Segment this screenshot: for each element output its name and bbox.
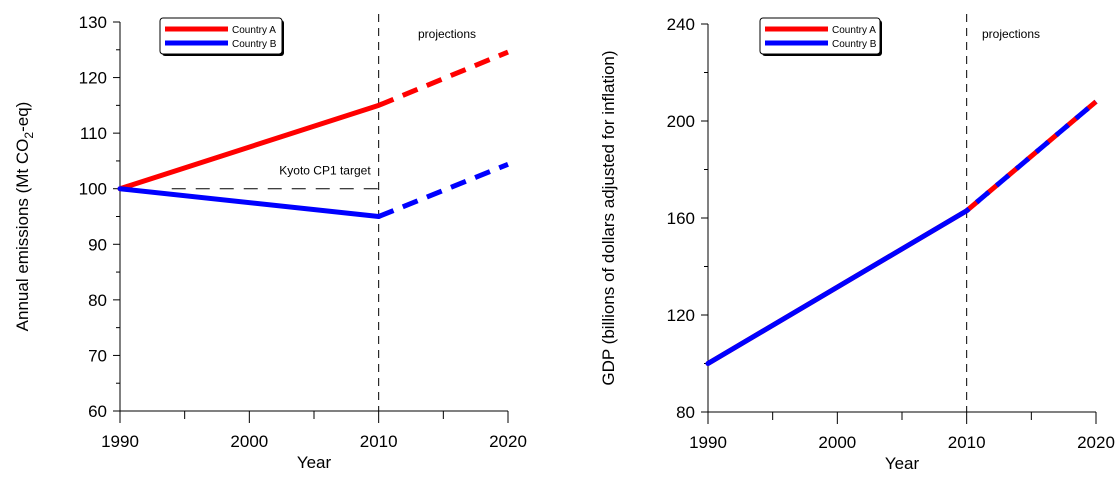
y-tick-label: 80 [676, 403, 695, 422]
y-tick-label: 120 [79, 69, 107, 88]
x-tick-label: 2020 [1077, 433, 1115, 452]
y-tick-label: 100 [79, 180, 107, 199]
series-line-a-projection [377, 49, 509, 108]
x-tick-label: 2010 [948, 433, 986, 452]
series-line-b-projection [377, 161, 509, 219]
y-axis-title-main: GDP (billions of dollars adjusted for in… [599, 50, 618, 385]
projections-label: projections [982, 27, 1040, 41]
series-line-a-historical [117, 102, 382, 192]
y-axis-title: Annual emissions (Mt CO2-eq) [13, 102, 36, 332]
chart-panel-2: 80 120 160 200 240 1990 2000 2010 2020 Year GDP (b… [599, 14, 1115, 473]
x-axis-title: Year [885, 454, 920, 473]
projections-label: projections [418, 27, 476, 41]
target-label: Kyoto CP1 target [279, 164, 371, 178]
x-tick-label: 2020 [489, 432, 527, 451]
y-tick-label: 80 [88, 291, 107, 310]
chart-legend: Country A Country B [159, 17, 284, 56]
legend-label: Country A [832, 25, 876, 36]
legend-label: Country B [232, 39, 277, 50]
y-tick-label: 70 [88, 346, 107, 365]
y-tick-label: 160 [667, 209, 695, 228]
y-axis-title-subscript: 2 [22, 132, 36, 139]
y-axis-title: GDP (billions of dollars adjusted for in… [599, 50, 618, 385]
y-axis-title-main: Annual emissions (Mt CO [13, 139, 32, 332]
x-tick-label: 2010 [360, 432, 398, 451]
y-tick-label: 110 [80, 124, 107, 143]
y-tick-label: 60 [88, 402, 107, 421]
series-line-b-historical [705, 208, 970, 366]
x-tick-label: 1990 [689, 433, 727, 452]
legend-label: Country B [832, 39, 877, 50]
x-axis-title: Year [297, 453, 332, 472]
series-line-b-projection [965, 99, 1098, 213]
y-tick-label: 90 [88, 235, 107, 254]
chart-legend: Country A Country B [759, 17, 882, 56]
x-tick-label: 1990 [101, 432, 139, 451]
x-tick-label: 2000 [818, 433, 856, 452]
x-tick-label: 2000 [230, 432, 268, 451]
y-tick-label: 240 [667, 15, 695, 34]
y-tick-label: 130 [79, 13, 107, 32]
y-tick-label: 200 [667, 112, 695, 131]
series-line-b-historical [117, 186, 382, 219]
y-tick-label: 120 [667, 306, 695, 325]
chart-panel-1: 60 70 80 90 100 110 120 130 1990 2000 2010 2020 Year… [13, 13, 527, 472]
y-axis-title-end: -eq) [13, 102, 32, 132]
legend-label: Country A [232, 25, 276, 36]
